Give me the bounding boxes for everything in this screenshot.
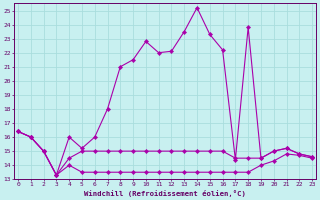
X-axis label: Windchill (Refroidissement éolien,°C): Windchill (Refroidissement éolien,°C): [84, 190, 246, 197]
